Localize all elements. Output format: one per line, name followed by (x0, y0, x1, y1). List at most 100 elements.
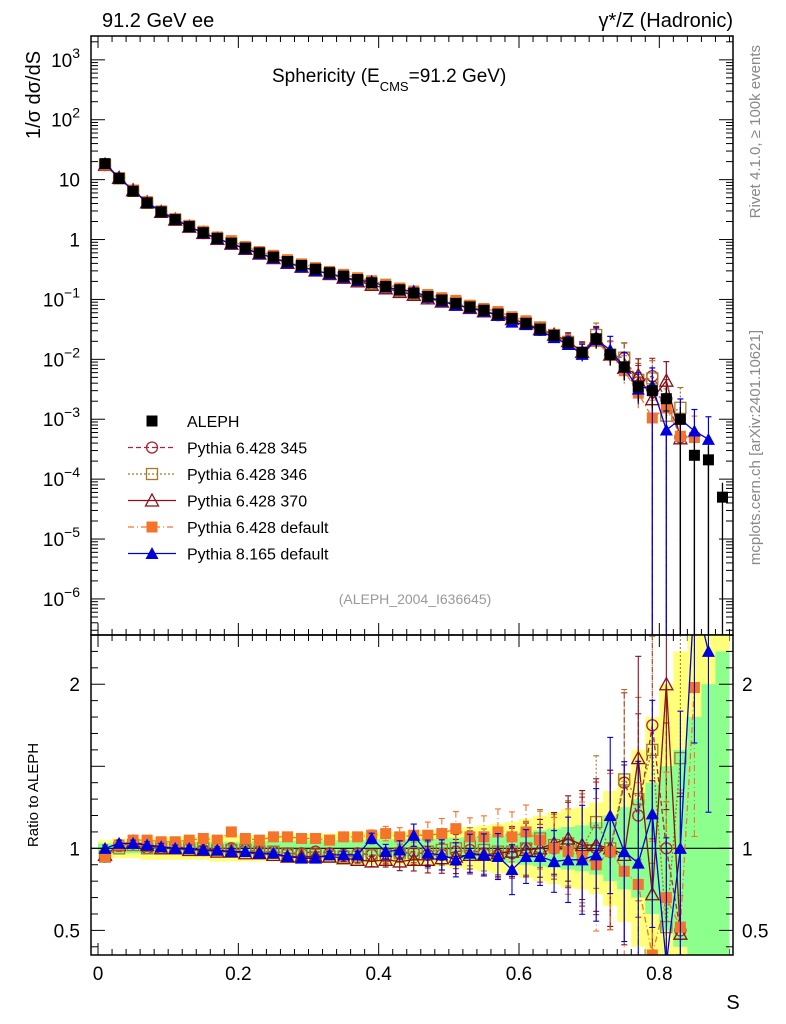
y-tick-label: 10 (59, 171, 80, 192)
ratio-point-pdef (197, 832, 209, 844)
ratio-point-p8 (294, 851, 308, 864)
ratio-point-p8 (323, 848, 337, 861)
ratio-point-p8 (673, 841, 687, 854)
aleph-data-point (450, 297, 462, 309)
ratio-point-pdef (225, 826, 237, 838)
ratio-point-p8 (309, 851, 323, 864)
legend-marker-p345 (145, 441, 159, 454)
y-tick-label: 102 (51, 105, 80, 132)
y-tick-label: 10−5 (43, 524, 80, 551)
ratio-point-pdef (422, 829, 434, 841)
aleph-data-point (618, 361, 630, 373)
ratio-point-pdef (338, 831, 350, 843)
ratio-point-p8 (603, 809, 617, 822)
y-tick-label: 10−6 (43, 584, 80, 611)
ratio-point-pdef (492, 826, 504, 838)
aleph-data-point (716, 491, 728, 503)
legend-marker-pdef (146, 521, 158, 533)
ratio-point-pdef (239, 832, 251, 844)
legend-item-aleph: ALEPH (146, 414, 239, 431)
legend: ALEPH Pythia 6.428 345 Pythia 6.428 346 Pyt… (128, 414, 329, 564)
aleph-data-point (141, 197, 153, 209)
ratio-point-p8 (154, 840, 168, 853)
legend-marker-p370 (144, 492, 160, 507)
aleph-data-point (338, 270, 350, 282)
aleph-data-point (464, 301, 476, 313)
ratio-point-p8 (645, 807, 659, 820)
ratio-point-p8 (491, 850, 505, 863)
aleph-data-point (478, 304, 490, 316)
x-tick-label: 0.4 (365, 964, 392, 985)
ratio-point-p8 (196, 843, 210, 856)
ratio-point-p8 (561, 853, 575, 866)
ratio-panel: 0 0.2 0.4 0.6 0.8 0.5 0.5 1 1 2 2 (54, 634, 768, 985)
aleph-data-point (492, 308, 504, 320)
aleph-data-point (506, 313, 518, 325)
aleph-data-point (127, 185, 139, 197)
aleph-data-point (211, 232, 223, 244)
ratio-point-p8 (252, 846, 266, 859)
ratio-point-p8 (210, 843, 224, 856)
data-point-p8 (659, 423, 673, 436)
ratio-point-p8 (477, 848, 491, 861)
y-tick-label: 10−4 (43, 464, 80, 491)
ratio-point-p8 (617, 845, 631, 858)
y-tick-label: 103 (51, 45, 80, 72)
legend-marker-p8 (145, 547, 159, 559)
ratio-point-p8 (182, 841, 196, 854)
x-axis-label: S (726, 992, 739, 1014)
ratio-point-p8 (505, 863, 519, 876)
ratio-point-p8 (266, 846, 280, 859)
ratio-point-p370 (364, 853, 380, 868)
aleph-data-point (295, 259, 307, 271)
aleph-data-point (239, 242, 251, 254)
ratio-point-p8 (126, 836, 140, 849)
ratio-point-p8 (631, 856, 645, 869)
ratio-point-pdef (295, 832, 307, 844)
ratio-tick-label-left: 1 (69, 839, 80, 860)
mcplots-credit-label: mcplots.cern.ch [arXiv:2401.10621] (747, 330, 764, 565)
x-tick-label: 0.2 (225, 964, 251, 985)
ratio-point-p370 (658, 676, 674, 691)
legend-item-pdef: Pythia 6.428 default (128, 520, 329, 537)
series-aleph (99, 158, 728, 635)
legend-item-p345: Pythia 6.428 345 (128, 441, 307, 458)
y-tick-label: 10−3 (43, 404, 80, 431)
aleph-data-point (576, 347, 588, 359)
ratio-tick-label-right: 2 (742, 675, 753, 696)
ratio-series-group (97, 635, 715, 955)
ratio-point-pdef (211, 834, 223, 846)
aleph-data-point (702, 454, 714, 466)
x-tick-label: 0.8 (646, 964, 672, 985)
aleph-data-point (366, 277, 378, 289)
legend-label: Pythia 6.428 370 (187, 494, 307, 511)
ratio-point-pdef (380, 828, 392, 840)
legend-label: Pythia 6.428 346 (187, 467, 307, 484)
ratio-point-pdef (267, 831, 279, 843)
ratio-frame (90, 634, 734, 956)
y-axis-label: 1/σ dσ/dS (23, 51, 45, 139)
ratio-point-p8 (519, 850, 533, 863)
ratio-uncertainty-band (98, 635, 730, 955)
ratio-point-p8 (407, 828, 421, 841)
ratio-point-p8 (547, 854, 561, 867)
ratio-series-p346 (98, 635, 687, 955)
series-line-p345 (104, 164, 681, 438)
legend-label: Pythia 6.428 345 (187, 441, 307, 458)
ratio-series-p8 (98, 635, 715, 955)
legend-item-p346: Pythia 6.428 346 (128, 467, 307, 484)
data-point-p370 (658, 372, 674, 387)
x-tick-label: 0 (93, 964, 104, 985)
aleph-data-point (422, 290, 434, 302)
aleph-data-point (688, 449, 700, 461)
series-line-p8 (104, 163, 709, 440)
ratio-tick-label-left: 2 (69, 675, 80, 696)
legend-label: Pythia 6.428 default (187, 520, 329, 537)
aleph-data-point (394, 284, 406, 296)
series-line-pdef (104, 164, 695, 439)
ratio-point-p8 (701, 644, 715, 657)
ratio-point-p8 (224, 845, 238, 858)
legend-marker-p346 (145, 467, 159, 481)
ratio-point-pdef (506, 831, 518, 843)
ratio-point-p8 (393, 843, 407, 856)
